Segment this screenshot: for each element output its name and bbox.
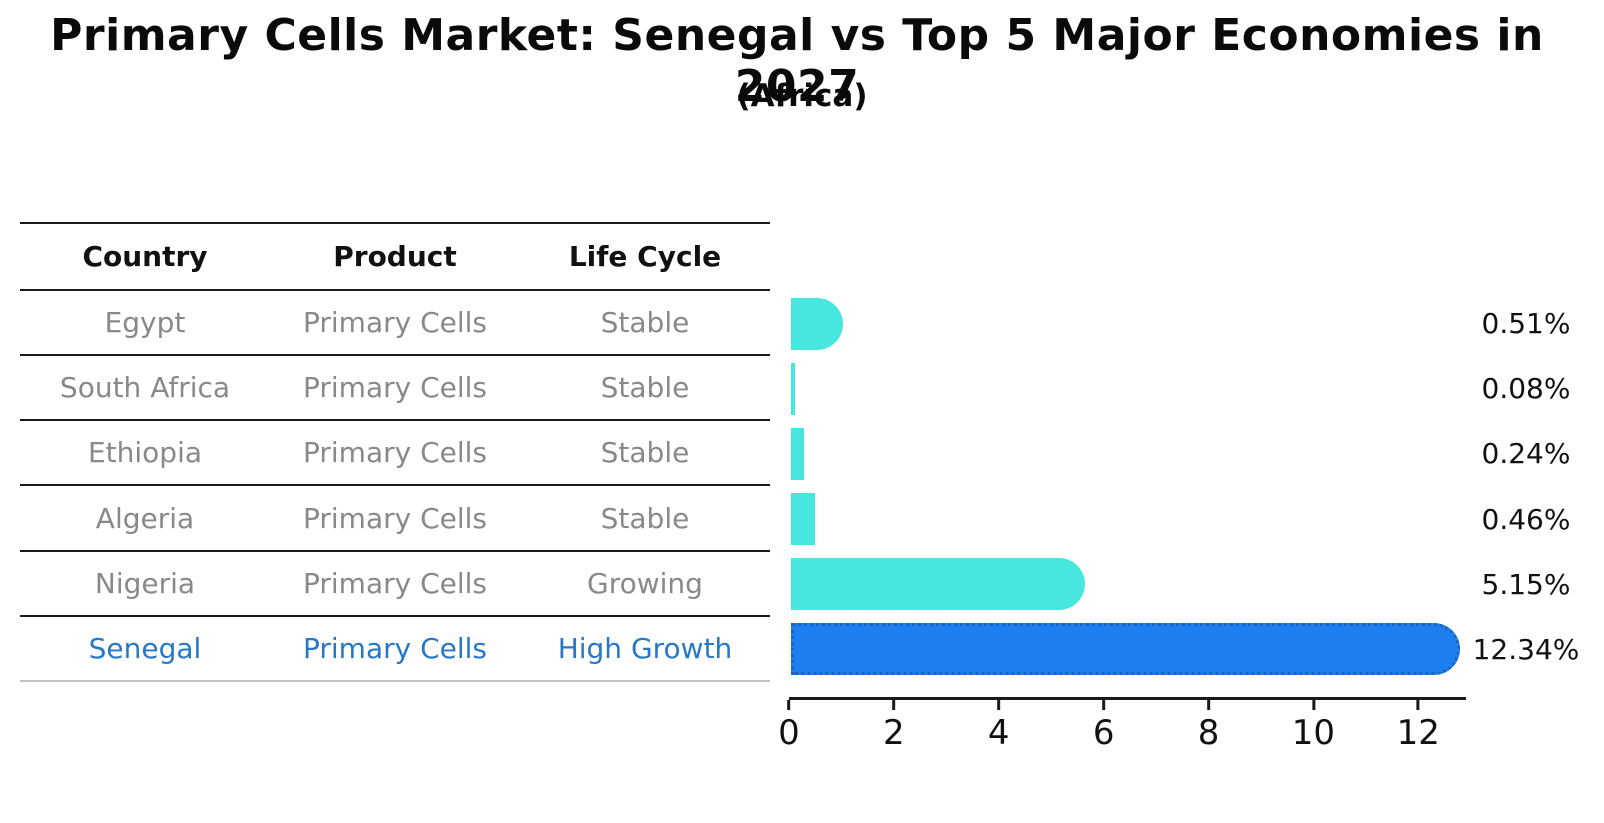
country-cell: Ethiopia: [87, 436, 203, 470]
life-cycle-cell: Stable: [600, 501, 690, 535]
tick-mark: [997, 700, 1001, 710]
life-cycle-cell: Stable: [600, 306, 690, 340]
table-row-south-africa: South Africa Primary Cells Stable: [20, 356, 770, 422]
tick-label: 2: [883, 713, 905, 753]
x-tick-12: 12: [1397, 700, 1440, 753]
bar-row-egypt: [791, 291, 1465, 356]
column-header-life-cycle: Life Cycle: [568, 240, 722, 273]
tick-label: 12: [1396, 713, 1440, 753]
table-row-senegal: Senegal Primary Cells High Growth: [20, 617, 770, 682]
tick-label: 10: [1291, 713, 1336, 753]
value-label-nigeria: 5.15%: [1481, 567, 1571, 601]
tick-mark: [1102, 700, 1106, 710]
country-cell: Senegal: [88, 631, 202, 665]
bar-row-nigeria: [791, 552, 1465, 617]
value-label-south-africa: 0.08%: [1481, 372, 1571, 406]
life-cycle-cell: Growing: [587, 566, 703, 600]
country-table: Country Product Life Cycle Egypt Primary…: [20, 222, 770, 682]
life-cycle-cell: Stable: [600, 436, 690, 470]
bar-ethiopia: [791, 427, 804, 480]
product-cell: Primary Cells: [302, 306, 488, 340]
value-label-senegal: 12.34%: [1472, 632, 1580, 666]
tick-label: 8: [1197, 713, 1220, 753]
tick-mark: [892, 700, 896, 710]
tick-mark: [1416, 700, 1420, 710]
bar-row-south-africa: [791, 356, 1465, 421]
table-row-egypt: Egypt Primary Cells Stable: [20, 291, 770, 357]
column-header-product: Product: [333, 240, 457, 273]
bar-row-algeria: [791, 486, 1465, 551]
table-row-ethiopia: Ethiopia Primary Cells Stable: [20, 421, 770, 487]
chart-title: Primary Cells Market: Senegal vs Top 5 M…: [50, 10, 1544, 112]
tick-mark: [787, 700, 791, 710]
value-label-ethiopia: 0.24%: [1481, 437, 1571, 471]
bar-algeria: [791, 493, 815, 546]
value-label-algeria: 0.46%: [1481, 502, 1571, 536]
bar-chart: [791, 291, 1465, 682]
value-label-column: 0.51% 0.08% 0.24% 0.46% 5.15% 12.34%: [1468, 291, 1584, 682]
product-cell: Primary Cells: [302, 566, 488, 600]
bar-senegal: [791, 623, 1461, 676]
x-tick-6: 6: [1092, 700, 1115, 753]
x-tick-4: 4: [988, 700, 1010, 753]
bar-row-senegal: [791, 617, 1465, 682]
x-axis-line: [789, 697, 1466, 700]
bar-nigeria: [791, 558, 1085, 611]
product-cell: Primary Cells: [302, 631, 488, 665]
x-axis: 0 2 4 6 8 10 12: [778, 697, 1466, 767]
life-cycle-cell: Stable: [600, 371, 690, 405]
product-cell: Primary Cells: [302, 501, 488, 535]
country-cell: South Africa: [59, 371, 231, 405]
country-cell: Algeria: [95, 501, 195, 535]
chart-subtitle: (Africa): [736, 78, 868, 114]
country-cell: Nigeria: [94, 566, 196, 600]
x-tick-8: 8: [1197, 700, 1220, 753]
bar-south-africa: [791, 362, 796, 415]
tick-label: 4: [987, 713, 1010, 753]
x-tick-2: 2: [883, 700, 905, 753]
country-cell: Egypt: [104, 306, 186, 340]
bar-row-ethiopia: [791, 421, 1465, 486]
tick-label: 6: [1092, 713, 1115, 753]
x-tick-10: 10: [1292, 700, 1335, 753]
tick-mark: [1207, 700, 1211, 710]
table-row-nigeria: Nigeria Primary Cells Growing: [20, 552, 770, 617]
value-label-egypt: 0.51%: [1481, 307, 1571, 341]
tick-mark: [1311, 700, 1315, 710]
table-header-row: Country Product Life Cycle: [20, 222, 770, 291]
product-cell: Primary Cells: [302, 371, 488, 405]
product-cell: Primary Cells: [302, 436, 488, 470]
column-header-country: Country: [82, 240, 208, 273]
tick-label: 0: [778, 713, 800, 753]
x-tick-0: 0: [778, 700, 800, 753]
table-row-algeria: Algeria Primary Cells Stable: [20, 486, 770, 552]
bar-egypt: [791, 297, 843, 350]
life-cycle-cell: High Growth: [557, 631, 733, 665]
